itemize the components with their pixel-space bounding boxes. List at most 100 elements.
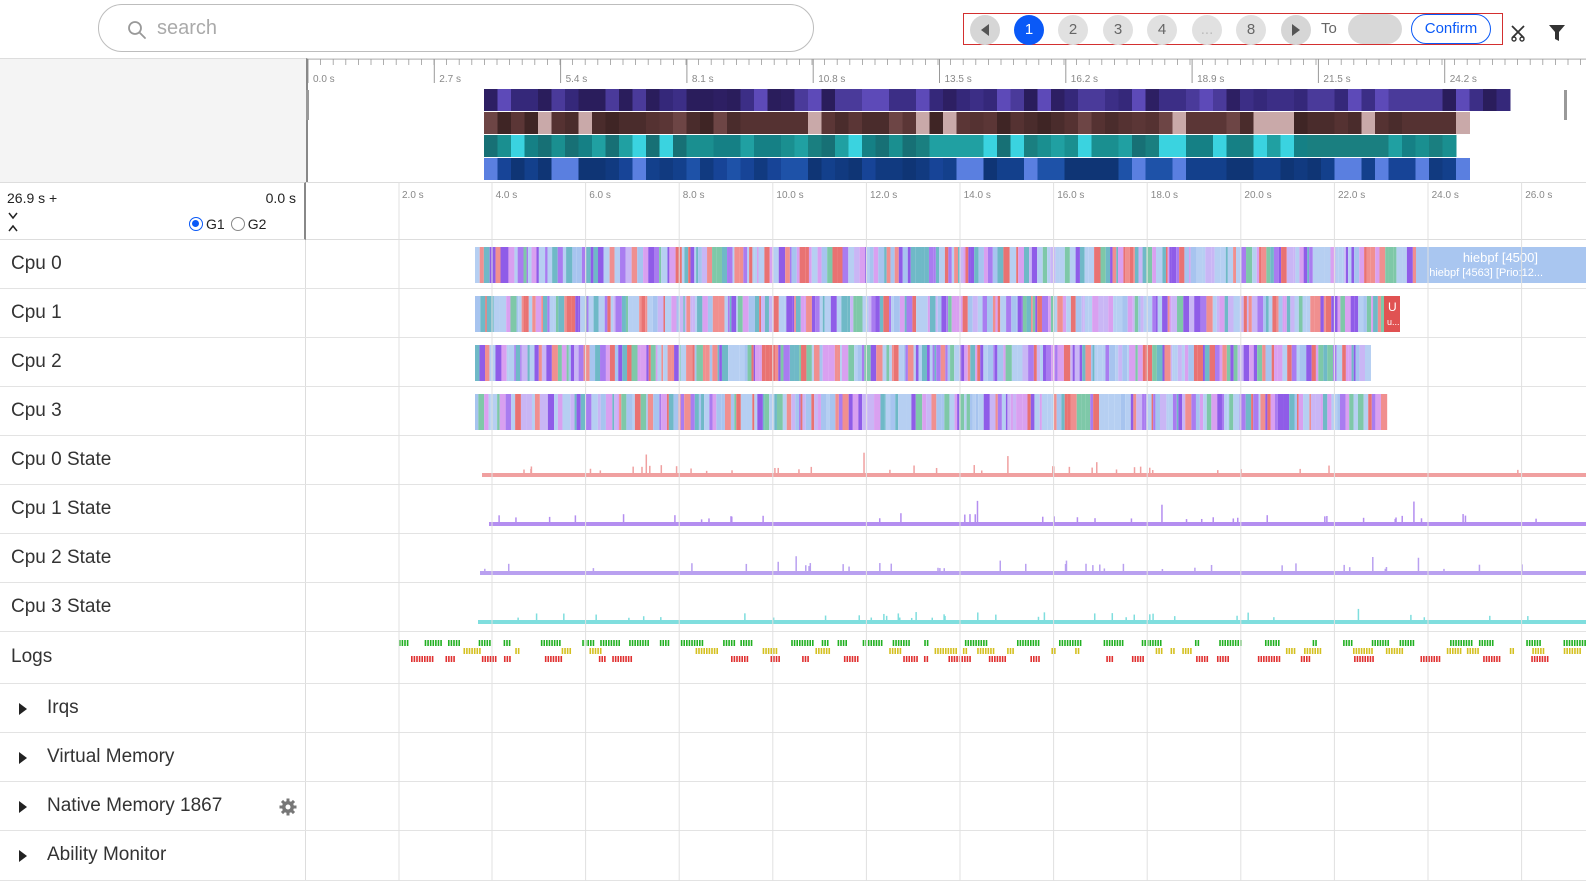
cpu-slice[interactable] <box>1366 247 1371 283</box>
cpu-slice[interactable] <box>1353 394 1358 430</box>
cpu-slice[interactable] <box>486 296 493 332</box>
cpu-slice[interactable] <box>761 296 765 332</box>
cpu-slice[interactable] <box>1093 394 1100 430</box>
cpu-slice[interactable] <box>799 247 806 283</box>
cpu-slice[interactable] <box>632 394 635 430</box>
cpu-slice[interactable] <box>557 247 563 283</box>
cpu-slice[interactable] <box>1005 394 1008 430</box>
cpu-slice[interactable] <box>1224 394 1228 430</box>
cpu-slice[interactable] <box>944 394 950 430</box>
cpu-slice[interactable] <box>653 394 660 430</box>
cpu-slice[interactable] <box>1214 247 1221 283</box>
cpu-slice[interactable] <box>761 345 766 381</box>
cpu-slice[interactable] <box>628 296 633 332</box>
cpu-slice[interactable] <box>1263 296 1266 332</box>
cpu-slice[interactable] <box>1266 247 1271 283</box>
cpu-slice[interactable] <box>564 394 571 430</box>
cpu-slice[interactable] <box>1246 296 1249 332</box>
track-lane[interactable] <box>306 684 1586 732</box>
cpu-slice[interactable] <box>1012 394 1017 430</box>
cpu-slice[interactable] <box>1070 296 1076 332</box>
cpu-slice[interactable] <box>1142 394 1145 430</box>
cpu-slice[interactable] <box>1261 247 1267 283</box>
cpu-slice[interactable] <box>982 296 988 332</box>
cpu-slice[interactable] <box>1037 296 1042 332</box>
track-lane[interactable] <box>306 733 1586 781</box>
cpu-slice[interactable] <box>967 345 971 381</box>
cpu-slice[interactable] <box>1229 394 1234 430</box>
cpu-slice[interactable] <box>1022 345 1029 381</box>
cpu-slice[interactable] <box>1170 345 1173 381</box>
cpu-slice[interactable] <box>1270 394 1275 430</box>
cpu-slice[interactable] <box>1036 345 1041 381</box>
cpu-slice[interactable] <box>1243 296 1247 332</box>
cpu-slice[interactable] <box>729 296 732 332</box>
cpu-slice[interactable] <box>857 345 862 381</box>
cpu-slice[interactable] <box>789 345 795 381</box>
cpu-slice[interactable] <box>1081 394 1086 430</box>
cpu-slice[interactable] <box>822 345 829 381</box>
cpu-slice[interactable] <box>1191 394 1196 430</box>
cpu-slice[interactable] <box>1278 296 1283 332</box>
cpu-slice[interactable] <box>732 247 735 283</box>
cpu-slice[interactable] <box>1099 394 1105 430</box>
cpu-slice[interactable] <box>1075 296 1082 332</box>
cpu-slice[interactable] <box>755 345 760 381</box>
cpu-slice[interactable] <box>1159 394 1167 430</box>
cpu-slice[interactable] <box>954 394 958 430</box>
page-button-8[interactable]: 8 <box>1236 15 1266 45</box>
cpu-slice[interactable] <box>954 247 958 283</box>
cpu-slice[interactable] <box>1245 394 1252 430</box>
cpu-slice[interactable] <box>959 394 965 430</box>
cpu-slice[interactable] <box>1051 394 1054 430</box>
cpu-slice[interactable] <box>1003 247 1010 283</box>
cpu-slice[interactable] <box>1059 247 1065 283</box>
cpu-slice[interactable] <box>1406 247 1413 283</box>
cpu-slice[interactable] <box>902 247 908 283</box>
cpu-slice[interactable] <box>528 296 533 332</box>
cpu-slice[interactable] <box>967 296 973 332</box>
cpu-slice[interactable] <box>924 247 929 283</box>
cpu-slice[interactable] <box>1041 394 1048 430</box>
cpu-slice[interactable] <box>493 296 500 332</box>
cpu-slice[interactable] <box>957 394 960 430</box>
cpu-slice[interactable] <box>778 345 781 381</box>
cpu-slice[interactable] <box>731 296 737 332</box>
cpu-slice[interactable] <box>1010 394 1013 430</box>
track-row[interactable]: Cpu 0 State <box>0 436 1586 485</box>
cpu-slice[interactable] <box>895 394 899 430</box>
cpu-slice[interactable] <box>1252 247 1257 283</box>
cpu-slice[interactable] <box>1320 296 1324 332</box>
cpu-slice[interactable] <box>1045 345 1052 381</box>
cpu-slice[interactable] <box>612 394 615 430</box>
track-row[interactable]: Native Memory 1867 <box>0 782 1586 831</box>
cpu-slice[interactable] <box>752 394 755 430</box>
cpu-slice[interactable] <box>811 296 816 332</box>
cpu-slice[interactable] <box>921 345 928 381</box>
cpu-slice[interactable] <box>686 296 691 332</box>
cpu-slice[interactable] <box>1331 296 1338 332</box>
cpu-slice[interactable] <box>721 247 728 283</box>
cpu-slice[interactable] <box>694 345 697 381</box>
cpu-slice[interactable] <box>657 345 662 381</box>
cpu-slice[interactable] <box>712 296 719 332</box>
cpu-slice[interactable] <box>804 296 807 332</box>
cpu-slice[interactable] <box>1066 296 1071 332</box>
cpu-slice[interactable] <box>847 296 851 332</box>
cpu-slice[interactable] <box>1108 296 1114 332</box>
cpu-slice[interactable] <box>673 394 679 430</box>
cpu-slice[interactable] <box>1162 296 1168 332</box>
cpu-slice[interactable] <box>1412 247 1417 283</box>
cpu-slice[interactable] <box>749 247 753 283</box>
cpu-slice[interactable] <box>945 345 948 381</box>
cpu-slice[interactable] <box>939 247 945 283</box>
cpu-slice[interactable] <box>1179 247 1185 283</box>
track-lane[interactable]: Uu... <box>306 289 1586 337</box>
cpu-slice[interactable] <box>1151 394 1154 430</box>
cpu-slice[interactable] <box>1123 247 1126 283</box>
cpu-slice[interactable] <box>935 247 940 283</box>
cpu-slice[interactable] <box>830 296 837 332</box>
cpu-slice[interactable] <box>1211 394 1218 430</box>
cpu-slice[interactable] <box>532 296 536 332</box>
cpu-slice[interactable] <box>1092 296 1099 332</box>
